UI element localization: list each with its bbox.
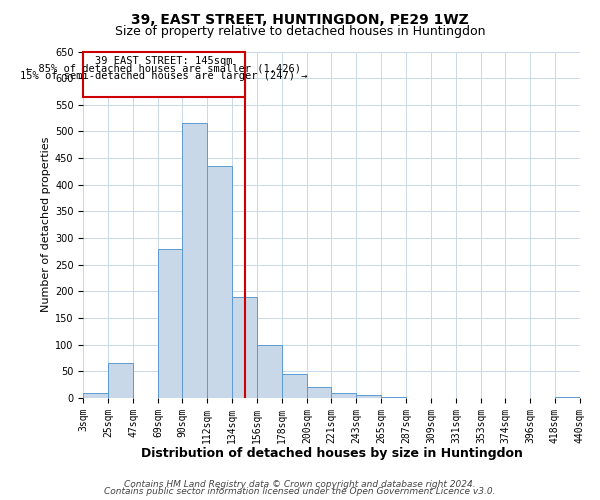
Bar xyxy=(158,248,182,398)
Bar xyxy=(108,363,133,398)
Bar xyxy=(356,395,381,398)
Text: Contains HM Land Registry data © Crown copyright and database right 2024.: Contains HM Land Registry data © Crown c… xyxy=(124,480,476,489)
Text: Contains public sector information licensed under the Open Government Licence v3: Contains public sector information licen… xyxy=(104,487,496,496)
Bar xyxy=(207,166,232,398)
X-axis label: Distribution of detached houses by size in Huntingdon: Distribution of detached houses by size … xyxy=(140,447,523,460)
Text: 39 EAST STREET: 145sqm: 39 EAST STREET: 145sqm xyxy=(95,56,233,66)
Bar xyxy=(381,397,406,398)
Bar xyxy=(555,397,580,398)
Text: 39, EAST STREET, HUNTINGDON, PE29 1WZ: 39, EAST STREET, HUNTINGDON, PE29 1WZ xyxy=(131,12,469,26)
Bar xyxy=(307,387,331,398)
Text: 15% of semi-detached houses are larger (247) →: 15% of semi-detached houses are larger (… xyxy=(20,70,308,81)
Bar xyxy=(182,124,207,398)
Bar xyxy=(257,344,282,398)
FancyBboxPatch shape xyxy=(83,52,245,97)
Text: Size of property relative to detached houses in Huntingdon: Size of property relative to detached ho… xyxy=(115,25,485,38)
Y-axis label: Number of detached properties: Number of detached properties xyxy=(41,137,50,312)
Bar xyxy=(331,392,356,398)
Text: ← 85% of detached houses are smaller (1,426): ← 85% of detached houses are smaller (1,… xyxy=(26,63,301,73)
Bar xyxy=(232,296,257,398)
Bar xyxy=(282,374,307,398)
Bar xyxy=(83,392,108,398)
